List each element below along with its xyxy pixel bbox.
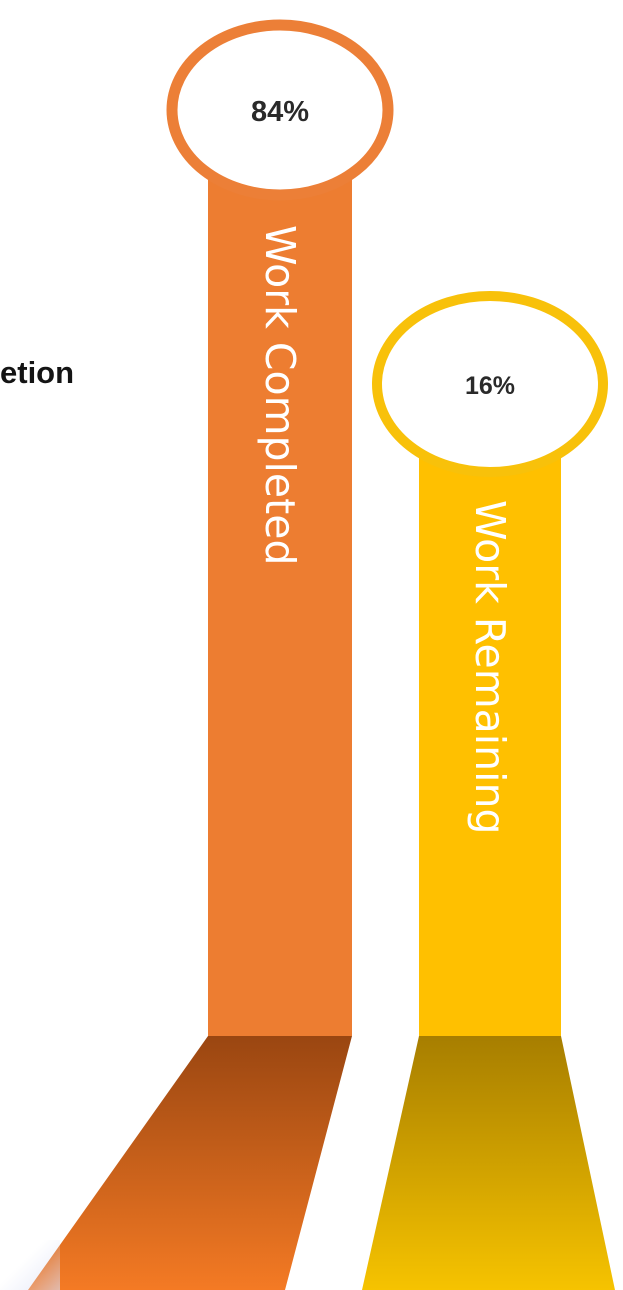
corner-decoration (0, 1240, 60, 1290)
completed-column-bar (208, 110, 352, 1036)
completed-base-shadow (28, 1036, 352, 1290)
remaining-value-label: 16% (465, 372, 515, 400)
completed-value-label: 84% (251, 96, 309, 128)
remaining-base-shadow (362, 1036, 615, 1290)
remaining-value-bubble (372, 291, 608, 477)
remaining-column-bar (419, 384, 561, 1036)
completed-value-bubble (166, 19, 394, 201)
chart-title-fragment: etion (0, 355, 75, 390)
completed-category-label: Work Completed (256, 225, 304, 565)
remaining-category-label: Work Remaining (466, 500, 514, 835)
